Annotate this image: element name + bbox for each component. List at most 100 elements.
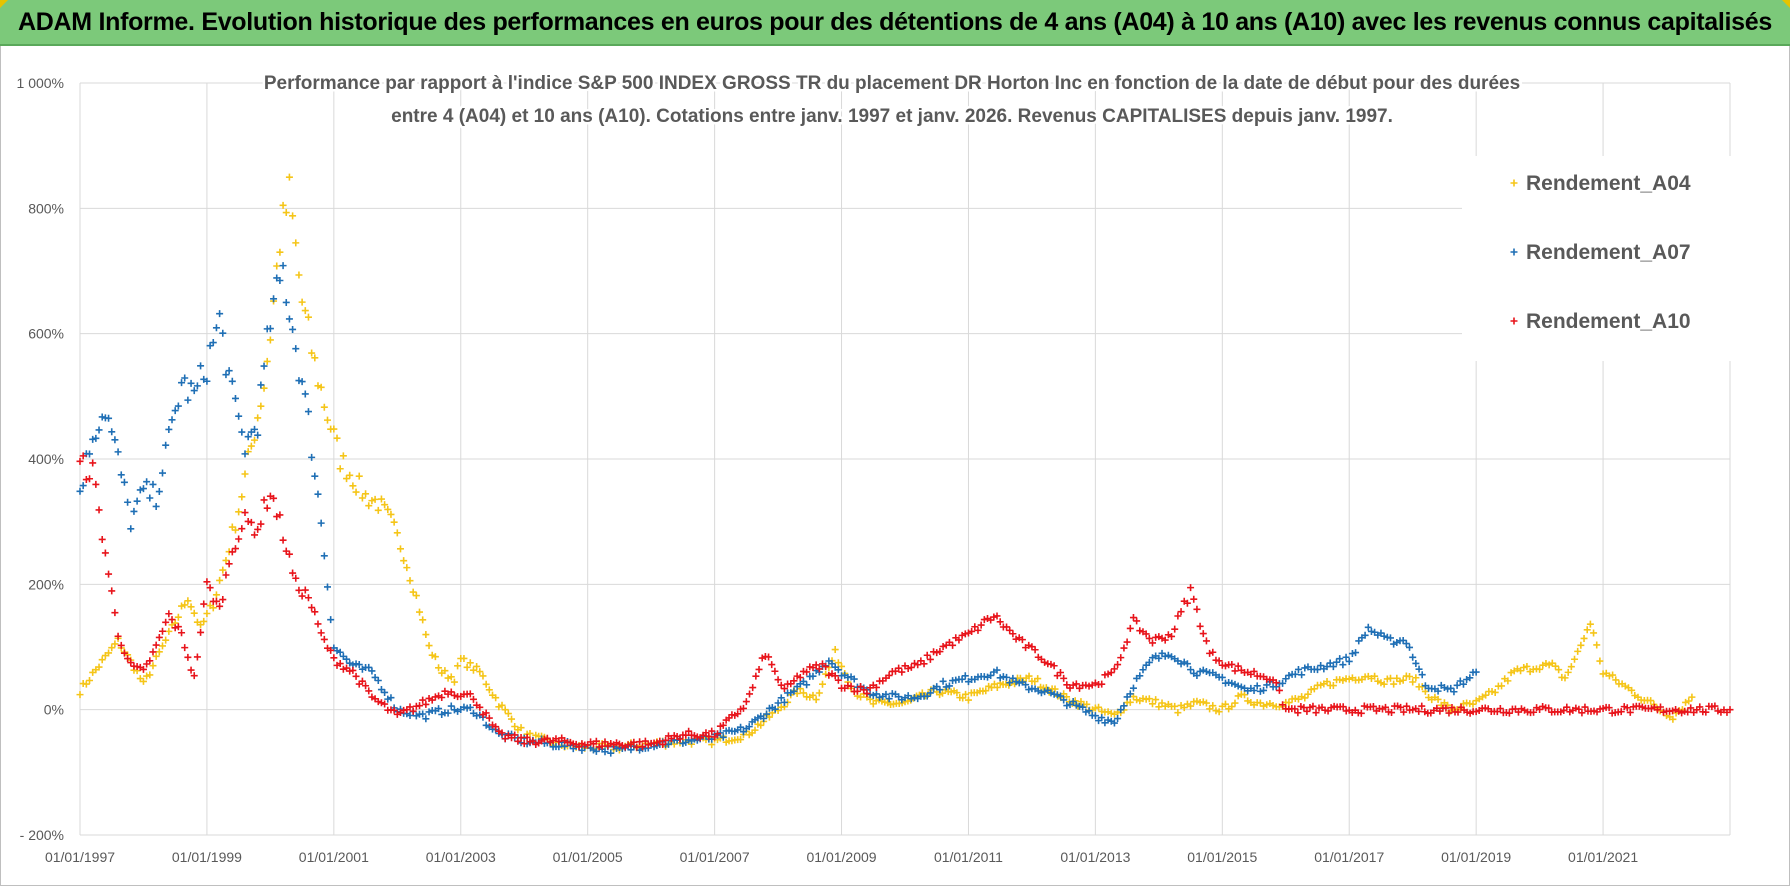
data-point (592, 747, 600, 755)
data-point (238, 428, 246, 436)
data-point (1418, 702, 1426, 710)
data-point (1006, 679, 1014, 687)
data-point (543, 734, 551, 742)
data-point (1085, 682, 1093, 690)
legend-box (1462, 156, 1732, 361)
data-point (1577, 641, 1585, 649)
data-point (117, 471, 125, 479)
data-point (953, 689, 961, 697)
data-point (425, 642, 433, 650)
data-point (1586, 620, 1594, 628)
data-point (460, 703, 468, 711)
data-point (1590, 629, 1598, 637)
data-point (1682, 698, 1690, 706)
data-point (517, 724, 525, 732)
data-point (1056, 692, 1064, 700)
data-point (1129, 684, 1137, 692)
data-point (231, 394, 239, 402)
data-point (799, 689, 807, 697)
data-point (1561, 674, 1569, 682)
data-point (295, 271, 303, 279)
data-point (1060, 674, 1068, 682)
data-point (1104, 670, 1112, 678)
data-point (771, 667, 779, 675)
y-tick-label: 800% (28, 200, 64, 216)
data-point (1314, 666, 1321, 674)
data-point (815, 665, 823, 673)
data-point (601, 748, 609, 756)
data-point (1445, 709, 1453, 717)
data-point (355, 472, 363, 480)
data-point (1079, 703, 1087, 711)
data-point (86, 475, 94, 483)
data-point (343, 655, 351, 663)
data-point (872, 690, 880, 698)
data-point (958, 675, 966, 683)
data-point (1688, 693, 1696, 701)
data-point (526, 729, 534, 737)
data-point (187, 666, 195, 674)
data-point (79, 452, 87, 460)
data-point (1726, 706, 1734, 714)
data-point (1403, 702, 1411, 710)
data-point (1241, 691, 1249, 699)
data-point (1352, 649, 1360, 657)
data-point (485, 686, 493, 694)
data-point (371, 495, 379, 503)
data-point (327, 646, 335, 654)
data-point (162, 441, 170, 449)
data-point (447, 688, 455, 696)
data-point (311, 608, 319, 616)
data-point (450, 706, 458, 714)
y-tick-label: 0% (44, 702, 64, 718)
data-point (1504, 677, 1512, 685)
data-point (257, 402, 265, 410)
data-point (203, 578, 211, 586)
data-point (872, 683, 880, 691)
data-point (343, 475, 351, 483)
data-point (719, 733, 727, 741)
data-point (504, 710, 512, 718)
x-tick-label: 01/01/2003 (426, 849, 496, 865)
data-point (990, 613, 998, 621)
data-point (79, 482, 87, 490)
data-point (463, 663, 471, 671)
data-point (1047, 660, 1055, 668)
data-point (1317, 662, 1325, 670)
data-point (1466, 674, 1474, 682)
legend-label: Rendement_A07 (1526, 241, 1691, 264)
data-point (149, 648, 157, 656)
data-point (1161, 636, 1169, 644)
data-point (923, 692, 931, 700)
y-tick-label: 200% (28, 576, 64, 592)
data-point (368, 667, 376, 675)
data-point (926, 689, 934, 697)
x-tick-label: 01/01/2013 (1060, 849, 1130, 865)
data-point (1145, 695, 1153, 703)
data-point (228, 548, 236, 556)
data-point (1193, 605, 1201, 613)
data-point (289, 212, 297, 220)
data-point (1187, 666, 1195, 674)
data-point (317, 519, 325, 527)
data-point (412, 592, 420, 600)
data-point (190, 387, 198, 395)
x-tick-label: 01/01/1999 (172, 849, 242, 865)
data-point (425, 708, 433, 716)
data-point (1060, 696, 1068, 704)
data-point (1037, 689, 1045, 697)
data-point (168, 416, 176, 424)
data-point (803, 668, 811, 676)
data-point (1145, 658, 1153, 666)
data-point (159, 627, 166, 635)
data-point (1448, 704, 1456, 712)
x-tick-label: 01/01/2017 (1314, 849, 1384, 865)
data-point (1279, 679, 1287, 687)
data-point (977, 621, 985, 629)
data-point (1399, 676, 1407, 684)
data-point (320, 403, 328, 411)
data-point (1253, 682, 1261, 690)
data-point (719, 721, 727, 729)
data-point (105, 570, 113, 578)
